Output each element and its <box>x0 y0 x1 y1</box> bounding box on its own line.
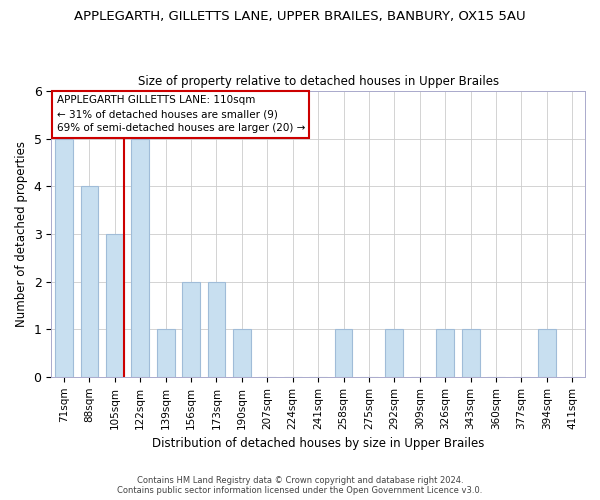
Bar <box>182 282 200 377</box>
Title: Size of property relative to detached houses in Upper Brailes: Size of property relative to detached ho… <box>137 76 499 88</box>
Y-axis label: Number of detached properties: Number of detached properties <box>15 141 28 327</box>
Text: Contains HM Land Registry data © Crown copyright and database right 2024.
Contai: Contains HM Land Registry data © Crown c… <box>118 476 482 495</box>
Bar <box>106 234 124 377</box>
Bar <box>55 138 73 377</box>
Bar <box>131 138 149 377</box>
Bar <box>335 329 352 377</box>
Bar <box>157 329 175 377</box>
Text: APPLEGARTH, GILLETTS LANE, UPPER BRAILES, BANBURY, OX15 5AU: APPLEGARTH, GILLETTS LANE, UPPER BRAILES… <box>74 10 526 23</box>
Bar <box>233 329 251 377</box>
Bar <box>80 186 98 377</box>
Bar <box>462 329 479 377</box>
Text: APPLEGARTH GILLETTS LANE: 110sqm
← 31% of detached houses are smaller (9)
69% of: APPLEGARTH GILLETTS LANE: 110sqm ← 31% o… <box>56 96 305 134</box>
Bar <box>436 329 454 377</box>
Bar <box>208 282 226 377</box>
X-axis label: Distribution of detached houses by size in Upper Brailes: Distribution of detached houses by size … <box>152 437 484 450</box>
Bar <box>538 329 556 377</box>
Bar <box>385 329 403 377</box>
